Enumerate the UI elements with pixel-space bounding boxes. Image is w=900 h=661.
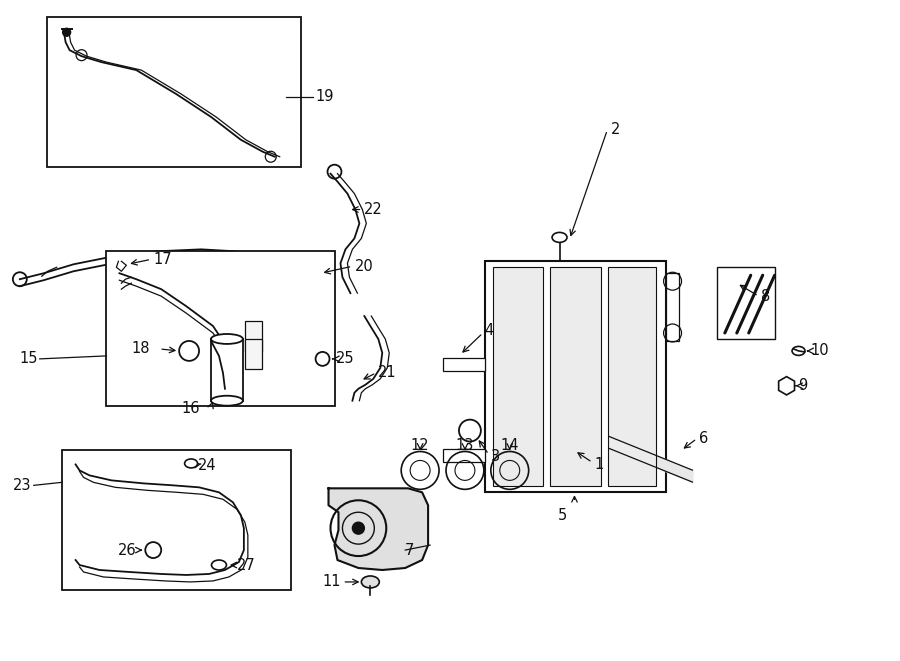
Text: 18: 18	[131, 342, 149, 356]
Bar	[608, 267, 656, 486]
Text: 25: 25	[336, 352, 354, 366]
Ellipse shape	[362, 576, 379, 588]
Bar	[106, 251, 336, 406]
Text: 26: 26	[118, 543, 136, 558]
Text: 3: 3	[491, 449, 500, 464]
Text: 17: 17	[153, 252, 172, 267]
Text: 16: 16	[182, 401, 201, 416]
Text: 24: 24	[198, 458, 217, 473]
Ellipse shape	[211, 396, 243, 406]
Bar	[245, 321, 262, 351]
Bar	[550, 267, 601, 486]
Text: 14: 14	[500, 438, 519, 453]
Text: 22: 22	[364, 202, 383, 217]
Polygon shape	[778, 377, 795, 395]
Bar	[443, 449, 485, 463]
Bar	[47, 17, 301, 167]
Text: 13: 13	[455, 438, 474, 453]
Circle shape	[353, 522, 364, 534]
Polygon shape	[328, 488, 428, 570]
Text: 2: 2	[611, 122, 621, 137]
Text: 23: 23	[14, 478, 32, 493]
Text: 6: 6	[699, 431, 708, 446]
Circle shape	[63, 28, 70, 36]
Bar	[245, 339, 262, 369]
Text: 20: 20	[355, 258, 374, 274]
Text: 7: 7	[405, 543, 415, 558]
Bar	[211, 339, 243, 401]
Ellipse shape	[552, 233, 567, 243]
Bar	[443, 358, 485, 371]
Text: 27: 27	[237, 557, 256, 572]
Bar	[717, 267, 775, 339]
Bar	[485, 261, 666, 492]
Text: 15: 15	[19, 352, 38, 366]
Text: 8: 8	[760, 289, 770, 303]
Text: 12: 12	[410, 438, 429, 453]
Ellipse shape	[211, 334, 243, 344]
Text: 1: 1	[594, 457, 604, 472]
Bar	[61, 451, 291, 590]
Bar	[493, 267, 543, 486]
Text: 9: 9	[798, 378, 808, 393]
Text: 11: 11	[322, 574, 340, 590]
Ellipse shape	[792, 346, 805, 356]
Text: 5: 5	[558, 508, 567, 524]
Bar	[666, 273, 679, 341]
Text: 21: 21	[378, 366, 397, 380]
Text: 4: 4	[484, 323, 493, 338]
Ellipse shape	[184, 459, 198, 468]
Text: 10: 10	[811, 344, 829, 358]
Ellipse shape	[212, 560, 227, 570]
Text: 19: 19	[316, 89, 334, 104]
